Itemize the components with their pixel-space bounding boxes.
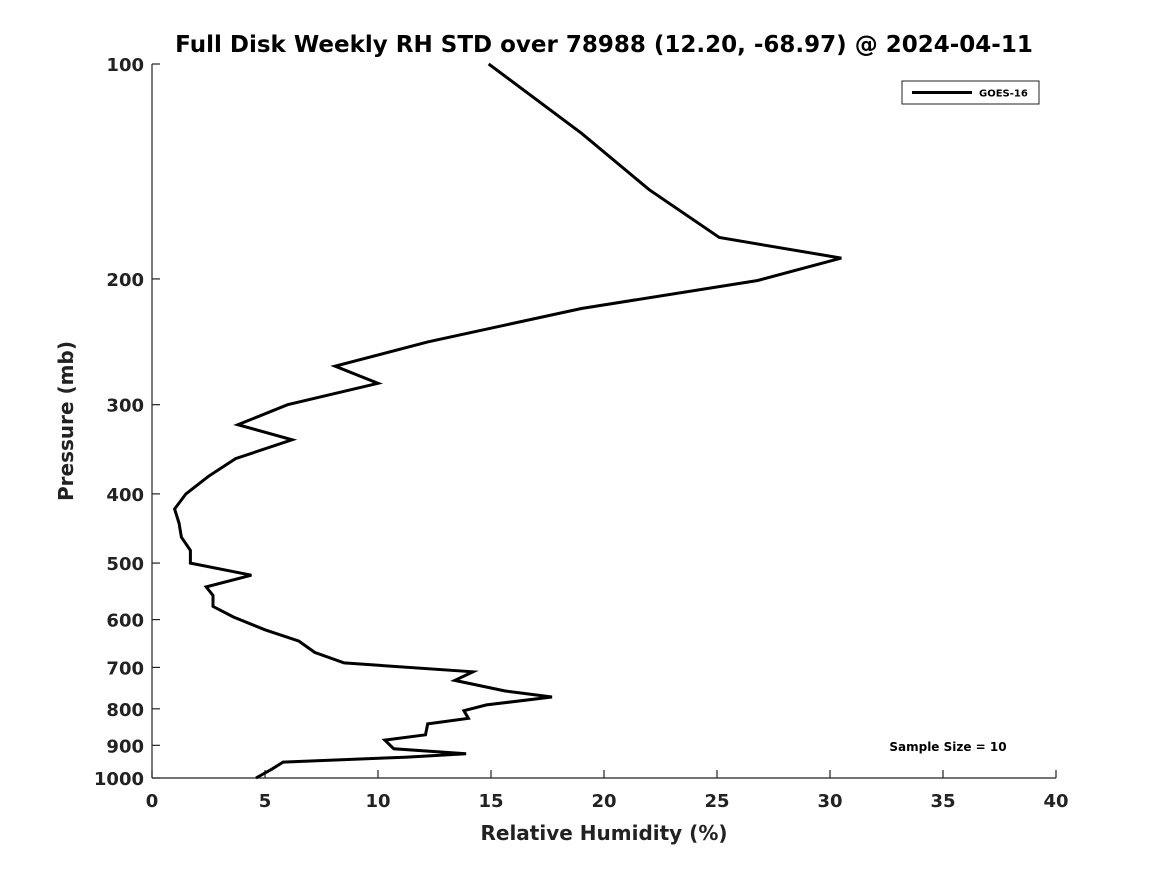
- y-tick-label: 700: [106, 658, 144, 679]
- legend: GOES-16: [901, 80, 1040, 105]
- y-axis-label: Pressure (mb): [54, 341, 78, 501]
- x-axis-label: Relative Humidity (%): [480, 821, 727, 845]
- series-line-goes-16: [172, 62, 842, 780]
- x-tick-label: 40: [1043, 791, 1068, 812]
- x-tick-label: 10: [365, 791, 390, 812]
- sample-size-note: Sample Size = 10: [889, 740, 1006, 754]
- y-tick-label: 100: [106, 55, 144, 76]
- y-tick-label: 400: [106, 485, 144, 506]
- series-layer: [172, 62, 842, 780]
- x-tick-label: 5: [259, 791, 272, 812]
- y-tick-label: 300: [106, 396, 144, 417]
- x-tick-label: 15: [478, 791, 503, 812]
- x-tick-label: 30: [817, 791, 842, 812]
- y-tick-label: 1000: [94, 769, 144, 790]
- y-tick-label: 800: [106, 700, 144, 721]
- x-tick-label: 35: [930, 791, 955, 812]
- y-tick-label: 500: [106, 554, 144, 575]
- x-tick-label: 20: [591, 791, 616, 812]
- x-tick-label: 25: [704, 791, 729, 812]
- x-axis: 0 5 10 15 20 25 30 35 40: [146, 770, 1069, 812]
- plot-area: [152, 64, 1056, 778]
- x-tick-label: 0: [146, 791, 159, 812]
- legend-label: GOES-16: [979, 89, 1028, 100]
- y-tick-label: 900: [106, 736, 144, 757]
- y-tick-label: 600: [106, 611, 144, 632]
- chart-title: Full Disk Weekly RH STD over 78988 (12.2…: [175, 32, 1033, 58]
- y-tick-label: 200: [106, 270, 144, 291]
- y-axis: 100 200 300 400 500 600 700 800 900 1000: [94, 55, 160, 790]
